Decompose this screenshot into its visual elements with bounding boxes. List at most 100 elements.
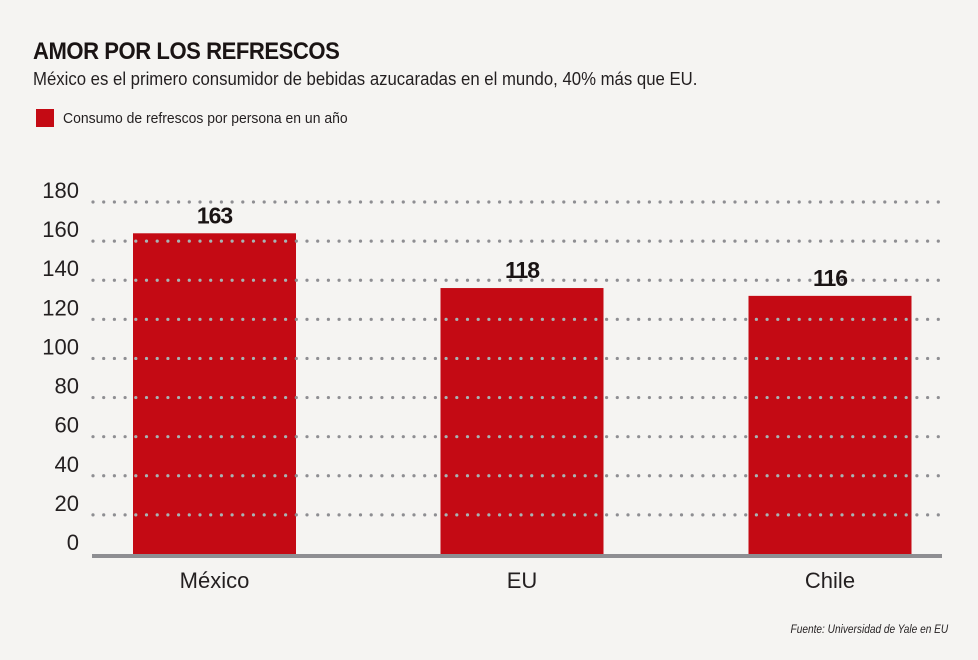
grid-dot — [91, 395, 95, 400]
grid-dot — [284, 435, 288, 439]
grid-dot — [808, 513, 812, 517]
grid-dot — [872, 474, 876, 478]
grid-dot — [241, 239, 245, 243]
grid-dot — [230, 317, 234, 321]
grid-dot — [926, 200, 930, 204]
grid-dot — [722, 356, 726, 361]
grid-dot — [840, 239, 844, 243]
grid-dot — [872, 317, 876, 321]
grid-dot — [230, 513, 234, 517]
grid-dot — [476, 200, 480, 204]
grid-dot — [915, 200, 919, 204]
grid-dot — [508, 395, 512, 400]
grid-dot — [915, 356, 919, 361]
grid-dot — [851, 356, 855, 361]
grid-dot — [701, 278, 705, 282]
grid-dot — [605, 435, 609, 439]
grid-dot — [893, 356, 898, 361]
grid-dot — [337, 356, 341, 361]
grid-dot — [498, 239, 502, 243]
grid-dot — [893, 317, 898, 321]
grid-dot — [872, 395, 876, 400]
grid-dot — [498, 474, 502, 478]
grid-dot — [733, 435, 737, 439]
grid-dot — [358, 435, 363, 439]
grid-dot — [883, 239, 887, 243]
grid-dot — [626, 317, 630, 321]
grid-dot — [712, 435, 716, 439]
grid-dot — [786, 435, 791, 439]
grid-dot — [219, 474, 223, 478]
grid-dot — [744, 278, 748, 282]
grid-dot — [819, 435, 823, 439]
grid-dot — [455, 239, 459, 243]
grid-dot — [883, 200, 887, 204]
grid-dot — [808, 395, 812, 400]
grid-dot — [829, 395, 833, 400]
grid-dot — [658, 513, 662, 517]
grid-dot — [562, 317, 566, 321]
grid-dot — [251, 474, 256, 478]
grid-dot — [797, 278, 801, 282]
grid-dot — [465, 200, 470, 204]
grid-dot — [198, 513, 202, 517]
grid-dot — [465, 474, 470, 478]
grid-dot — [358, 278, 363, 282]
grid-dot — [219, 278, 223, 282]
grid-dot — [487, 356, 491, 361]
grid-dot — [294, 474, 298, 478]
grid-dot — [262, 513, 266, 517]
grid-dot — [722, 317, 726, 321]
grid-dot — [647, 474, 652, 478]
grid-dot — [679, 435, 684, 439]
grid-dot — [444, 317, 448, 321]
grid-dot — [754, 356, 759, 361]
grid-dot — [401, 395, 405, 400]
grid-dot — [776, 513, 780, 517]
grid-dot — [583, 435, 587, 439]
grid-dot — [861, 435, 866, 439]
grid-dot — [455, 474, 459, 478]
grid-dot — [102, 435, 106, 439]
grid-dot — [776, 356, 780, 361]
grid-dot — [615, 513, 619, 517]
grid-dot — [219, 317, 223, 321]
grid-dot — [615, 435, 619, 439]
grid-dot — [819, 317, 823, 321]
grid-dot — [391, 317, 395, 321]
grid-dot — [209, 239, 213, 243]
grid-dot — [369, 513, 373, 517]
grid-dot — [412, 474, 416, 478]
grid-dot — [102, 317, 106, 321]
grid-dot — [605, 513, 609, 517]
grid-dot — [829, 239, 833, 243]
grid-dot — [722, 513, 726, 517]
grid-dot — [647, 513, 652, 517]
grid-dot — [647, 395, 652, 400]
grid-dot — [765, 513, 769, 517]
grid-dot — [251, 317, 256, 321]
grid-dot — [487, 474, 491, 478]
grid-dot — [91, 200, 95, 204]
grid-dot — [893, 239, 898, 243]
grid-dot — [348, 317, 352, 321]
grid-dot — [262, 474, 266, 478]
grid-dot — [187, 317, 191, 321]
grid-dot — [433, 317, 437, 321]
grid-dot — [498, 200, 502, 204]
grid-dot — [230, 278, 234, 282]
grid-dot — [765, 395, 769, 400]
grid-dot — [433, 278, 437, 282]
grid-dot — [861, 474, 866, 478]
grid-dot — [112, 513, 116, 517]
grid-dot — [562, 513, 566, 517]
grid-dot — [658, 395, 662, 400]
grid-dot — [144, 474, 149, 478]
grid-dot — [915, 317, 919, 321]
grid-dot — [594, 239, 598, 243]
bars-layer — [133, 233, 912, 555]
grid-dot — [754, 435, 759, 439]
grid-dot — [594, 435, 598, 439]
gridline-140 — [91, 278, 940, 282]
grid-dot — [391, 435, 395, 439]
